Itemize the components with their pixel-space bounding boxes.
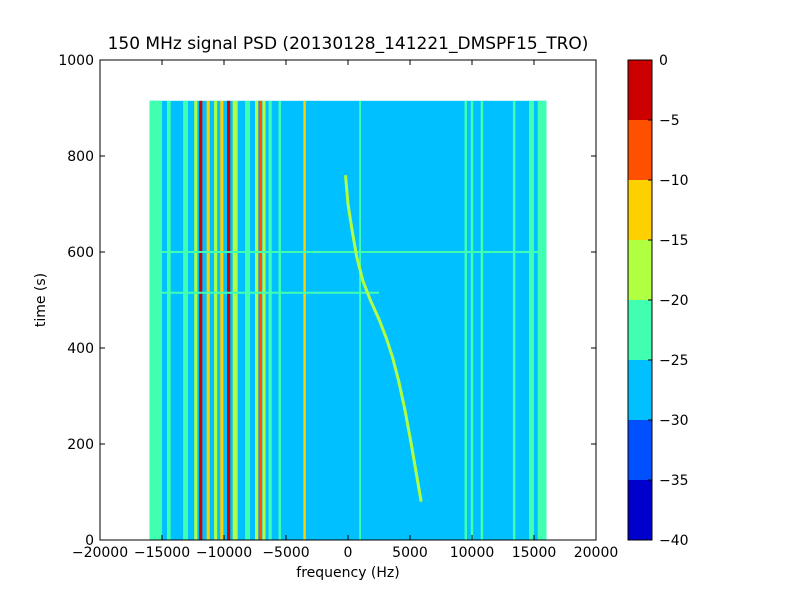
colorbar-band <box>628 180 652 240</box>
psd-vertical-band <box>529 100 534 540</box>
y-tick-label: 800 <box>67 149 94 165</box>
chart-title: 150 MHz signal PSD (20130128_141221_DMSP… <box>108 34 589 54</box>
psd-vertical-band <box>470 100 474 540</box>
psd-vertical-band <box>194 100 198 540</box>
y-axis-label: time (s) <box>33 273 49 327</box>
psd-vertical-band <box>480 100 484 540</box>
psd-vertical-band <box>537 100 547 540</box>
psd-vertical-band <box>214 100 218 540</box>
colorbar-tick-label: −20 <box>659 293 689 309</box>
colorbar-tick-label: −25 <box>659 353 689 369</box>
x-axis-label: frequency (Hz) <box>296 565 399 581</box>
psd-vertical-band <box>464 100 468 540</box>
colorbar-tick-label: −40 <box>659 533 689 549</box>
colorbar-band <box>628 420 652 480</box>
psd-vertical-band <box>278 100 282 540</box>
y-tick-label: 1000 <box>58 53 94 69</box>
psd-vertical-band <box>359 100 362 540</box>
x-tick-label: −15000 <box>134 545 190 561</box>
psd-vertical-band <box>149 100 162 540</box>
x-tick-label: −5000 <box>262 545 309 561</box>
x-tick-label: −20000 <box>72 545 128 561</box>
x-tick-label: 15000 <box>512 545 557 561</box>
psd-vertical-band <box>206 100 210 540</box>
psd-vertical-band <box>227 100 231 540</box>
psd-vertical-band <box>258 100 262 540</box>
x-tick-label: 10000 <box>450 545 495 561</box>
colorbar-tick-label: 0 <box>659 53 668 69</box>
colorbar-tick-label: −10 <box>659 173 689 189</box>
colorbar-band <box>628 120 652 180</box>
psd-vertical-band <box>199 100 203 540</box>
psd-vertical-band <box>166 100 171 540</box>
psd-vertical-band <box>268 100 272 540</box>
doppler-track <box>344 175 423 502</box>
psd-vertical-band <box>245 100 251 540</box>
x-tick-label: 0 <box>344 545 353 561</box>
y-tick-label: 0 <box>85 533 94 549</box>
plot-area <box>149 100 547 540</box>
y-tick-label: 200 <box>67 437 94 453</box>
colorbar-tick-label: −35 <box>659 473 689 489</box>
psd-vertical-band <box>220 100 224 540</box>
colorbar-tick-label: −15 <box>659 233 689 249</box>
colorbar-tick-label: −5 <box>659 113 680 129</box>
colorbar-band <box>628 300 652 360</box>
y-tick-label: 400 <box>67 341 94 357</box>
y-axis: 0 200 400 600 800 1000 <box>58 53 596 549</box>
colorbar: 0 −5 −10 −15 −20 −25 −30 −35 −40 <box>627 53 689 549</box>
psd-vertical-band <box>183 100 189 540</box>
psd-vertical-band <box>255 100 259 540</box>
psd-vertical-band <box>262 100 266 540</box>
psd-vertical-band <box>303 100 306 540</box>
psd-vertical-band <box>232 100 238 540</box>
y-tick-label: 600 <box>67 245 94 261</box>
colorbar-band <box>628 480 652 540</box>
x-tick-label: −10000 <box>196 545 252 561</box>
psd-vertical-band <box>512 100 516 540</box>
colorbar-band <box>628 360 652 420</box>
colorbar-band <box>628 240 652 300</box>
colorbar-tick-label: −30 <box>659 413 689 429</box>
colorbar-band <box>628 60 652 120</box>
x-tick-label: 20000 <box>574 545 619 561</box>
x-axis: −20000 −15000 −10000 −5000 0 5000 10000 15000 20… <box>72 60 618 561</box>
x-tick-label: 5000 <box>392 545 428 561</box>
